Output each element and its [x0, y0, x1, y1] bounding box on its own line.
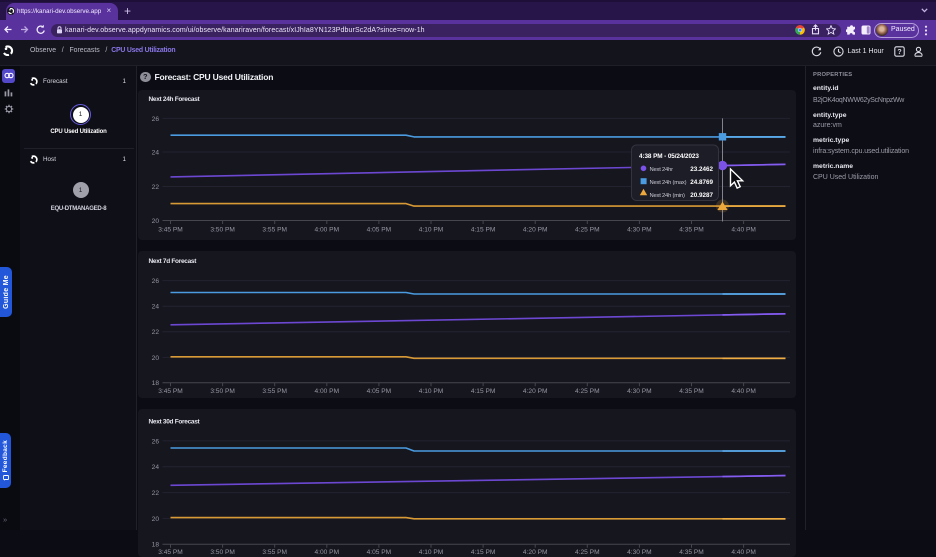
svg-text:3:50 PM: 3:50 PM: [210, 549, 235, 556]
svg-text:3:55 PM: 3:55 PM: [262, 549, 287, 556]
svg-text:4:20 PM: 4:20 PM: [522, 226, 547, 233]
svg-text:3:55 PM: 3:55 PM: [262, 387, 287, 394]
svg-text:24.8769: 24.8769: [690, 179, 713, 186]
svg-text:18: 18: [151, 380, 159, 387]
svg-text:3:45 PM: 3:45 PM: [158, 226, 183, 233]
svg-text:4:15 PM: 4:15 PM: [470, 549, 495, 556]
svg-text:22: 22: [151, 329, 159, 336]
svg-text:23.2462: 23.2462: [690, 166, 713, 173]
svg-text:4:05 PM: 4:05 PM: [366, 549, 391, 556]
svg-text:4:05 PM: 4:05 PM: [366, 387, 391, 394]
svg-text:4:40 PM: 4:40 PM: [731, 226, 756, 233]
svg-text:26: 26: [151, 116, 159, 123]
svg-text:4:35 PM: 4:35 PM: [679, 549, 704, 556]
svg-text:Next 24h Forecast: Next 24h Forecast: [148, 96, 200, 103]
svg-text:24: 24: [151, 303, 159, 310]
svg-text:20: 20: [151, 218, 159, 225]
svg-text:20: 20: [151, 354, 159, 361]
svg-text:4:25 PM: 4:25 PM: [575, 549, 600, 556]
svg-text:24: 24: [151, 149, 159, 156]
svg-text:4:10 PM: 4:10 PM: [418, 549, 443, 556]
svg-text:4:00 PM: 4:00 PM: [314, 387, 339, 394]
svg-text:18: 18: [151, 541, 159, 548]
svg-text:4:35 PM: 4:35 PM: [679, 387, 704, 394]
svg-text:24: 24: [151, 464, 159, 471]
svg-text:4:00 PM: 4:00 PM: [314, 549, 339, 556]
svg-text:3:45 PM: 3:45 PM: [158, 549, 183, 556]
svg-text:4:10 PM: 4:10 PM: [418, 226, 443, 233]
svg-text:20: 20: [151, 515, 159, 522]
svg-text:20.9287: 20.9287: [690, 192, 713, 199]
svg-text:Next 24h (min): Next 24h (min): [649, 193, 684, 199]
svg-text:4:05 PM: 4:05 PM: [366, 226, 391, 233]
svg-text:3:50 PM: 3:50 PM: [210, 226, 235, 233]
svg-text:4:20 PM: 4:20 PM: [522, 549, 547, 556]
svg-text:3:55 PM: 3:55 PM: [262, 226, 287, 233]
svg-text:4:38 PM - 05/24/2023: 4:38 PM - 05/24/2023: [639, 153, 699, 160]
svg-text:4:40 PM: 4:40 PM: [731, 387, 756, 394]
svg-text:4:15 PM: 4:15 PM: [470, 387, 495, 394]
svg-text:4:25 PM: 4:25 PM: [575, 226, 600, 233]
svg-text:26: 26: [151, 438, 159, 445]
svg-text:3:45 PM: 3:45 PM: [158, 387, 183, 394]
svg-text:?: ?: [897, 49, 901, 56]
svg-text:4:35 PM: 4:35 PM: [679, 226, 704, 233]
svg-text:Next 7d Forecast: Next 7d Forecast: [148, 258, 197, 265]
svg-text:4:20 PM: 4:20 PM: [522, 387, 547, 394]
svg-text:3:50 PM: 3:50 PM: [210, 387, 235, 394]
svg-text:Next 30d Forecast: Next 30d Forecast: [148, 418, 200, 425]
svg-text:26: 26: [151, 278, 159, 285]
svg-text:4:40 PM: 4:40 PM: [731, 549, 756, 556]
svg-text:4:25 PM: 4:25 PM: [575, 387, 600, 394]
svg-text:Next 24h (max): Next 24h (max): [649, 180, 686, 186]
svg-text:Next 24hr: Next 24hr: [649, 167, 673, 173]
svg-text:4:10 PM: 4:10 PM: [418, 387, 443, 394]
svg-text:4:30 PM: 4:30 PM: [627, 226, 652, 233]
svg-text:22: 22: [151, 490, 159, 497]
svg-text:4:00 PM: 4:00 PM: [314, 226, 339, 233]
svg-text:22: 22: [151, 184, 159, 191]
svg-text:4:15 PM: 4:15 PM: [470, 226, 495, 233]
svg-text:4:30 PM: 4:30 PM: [627, 387, 652, 394]
svg-text:4:30 PM: 4:30 PM: [627, 549, 652, 556]
